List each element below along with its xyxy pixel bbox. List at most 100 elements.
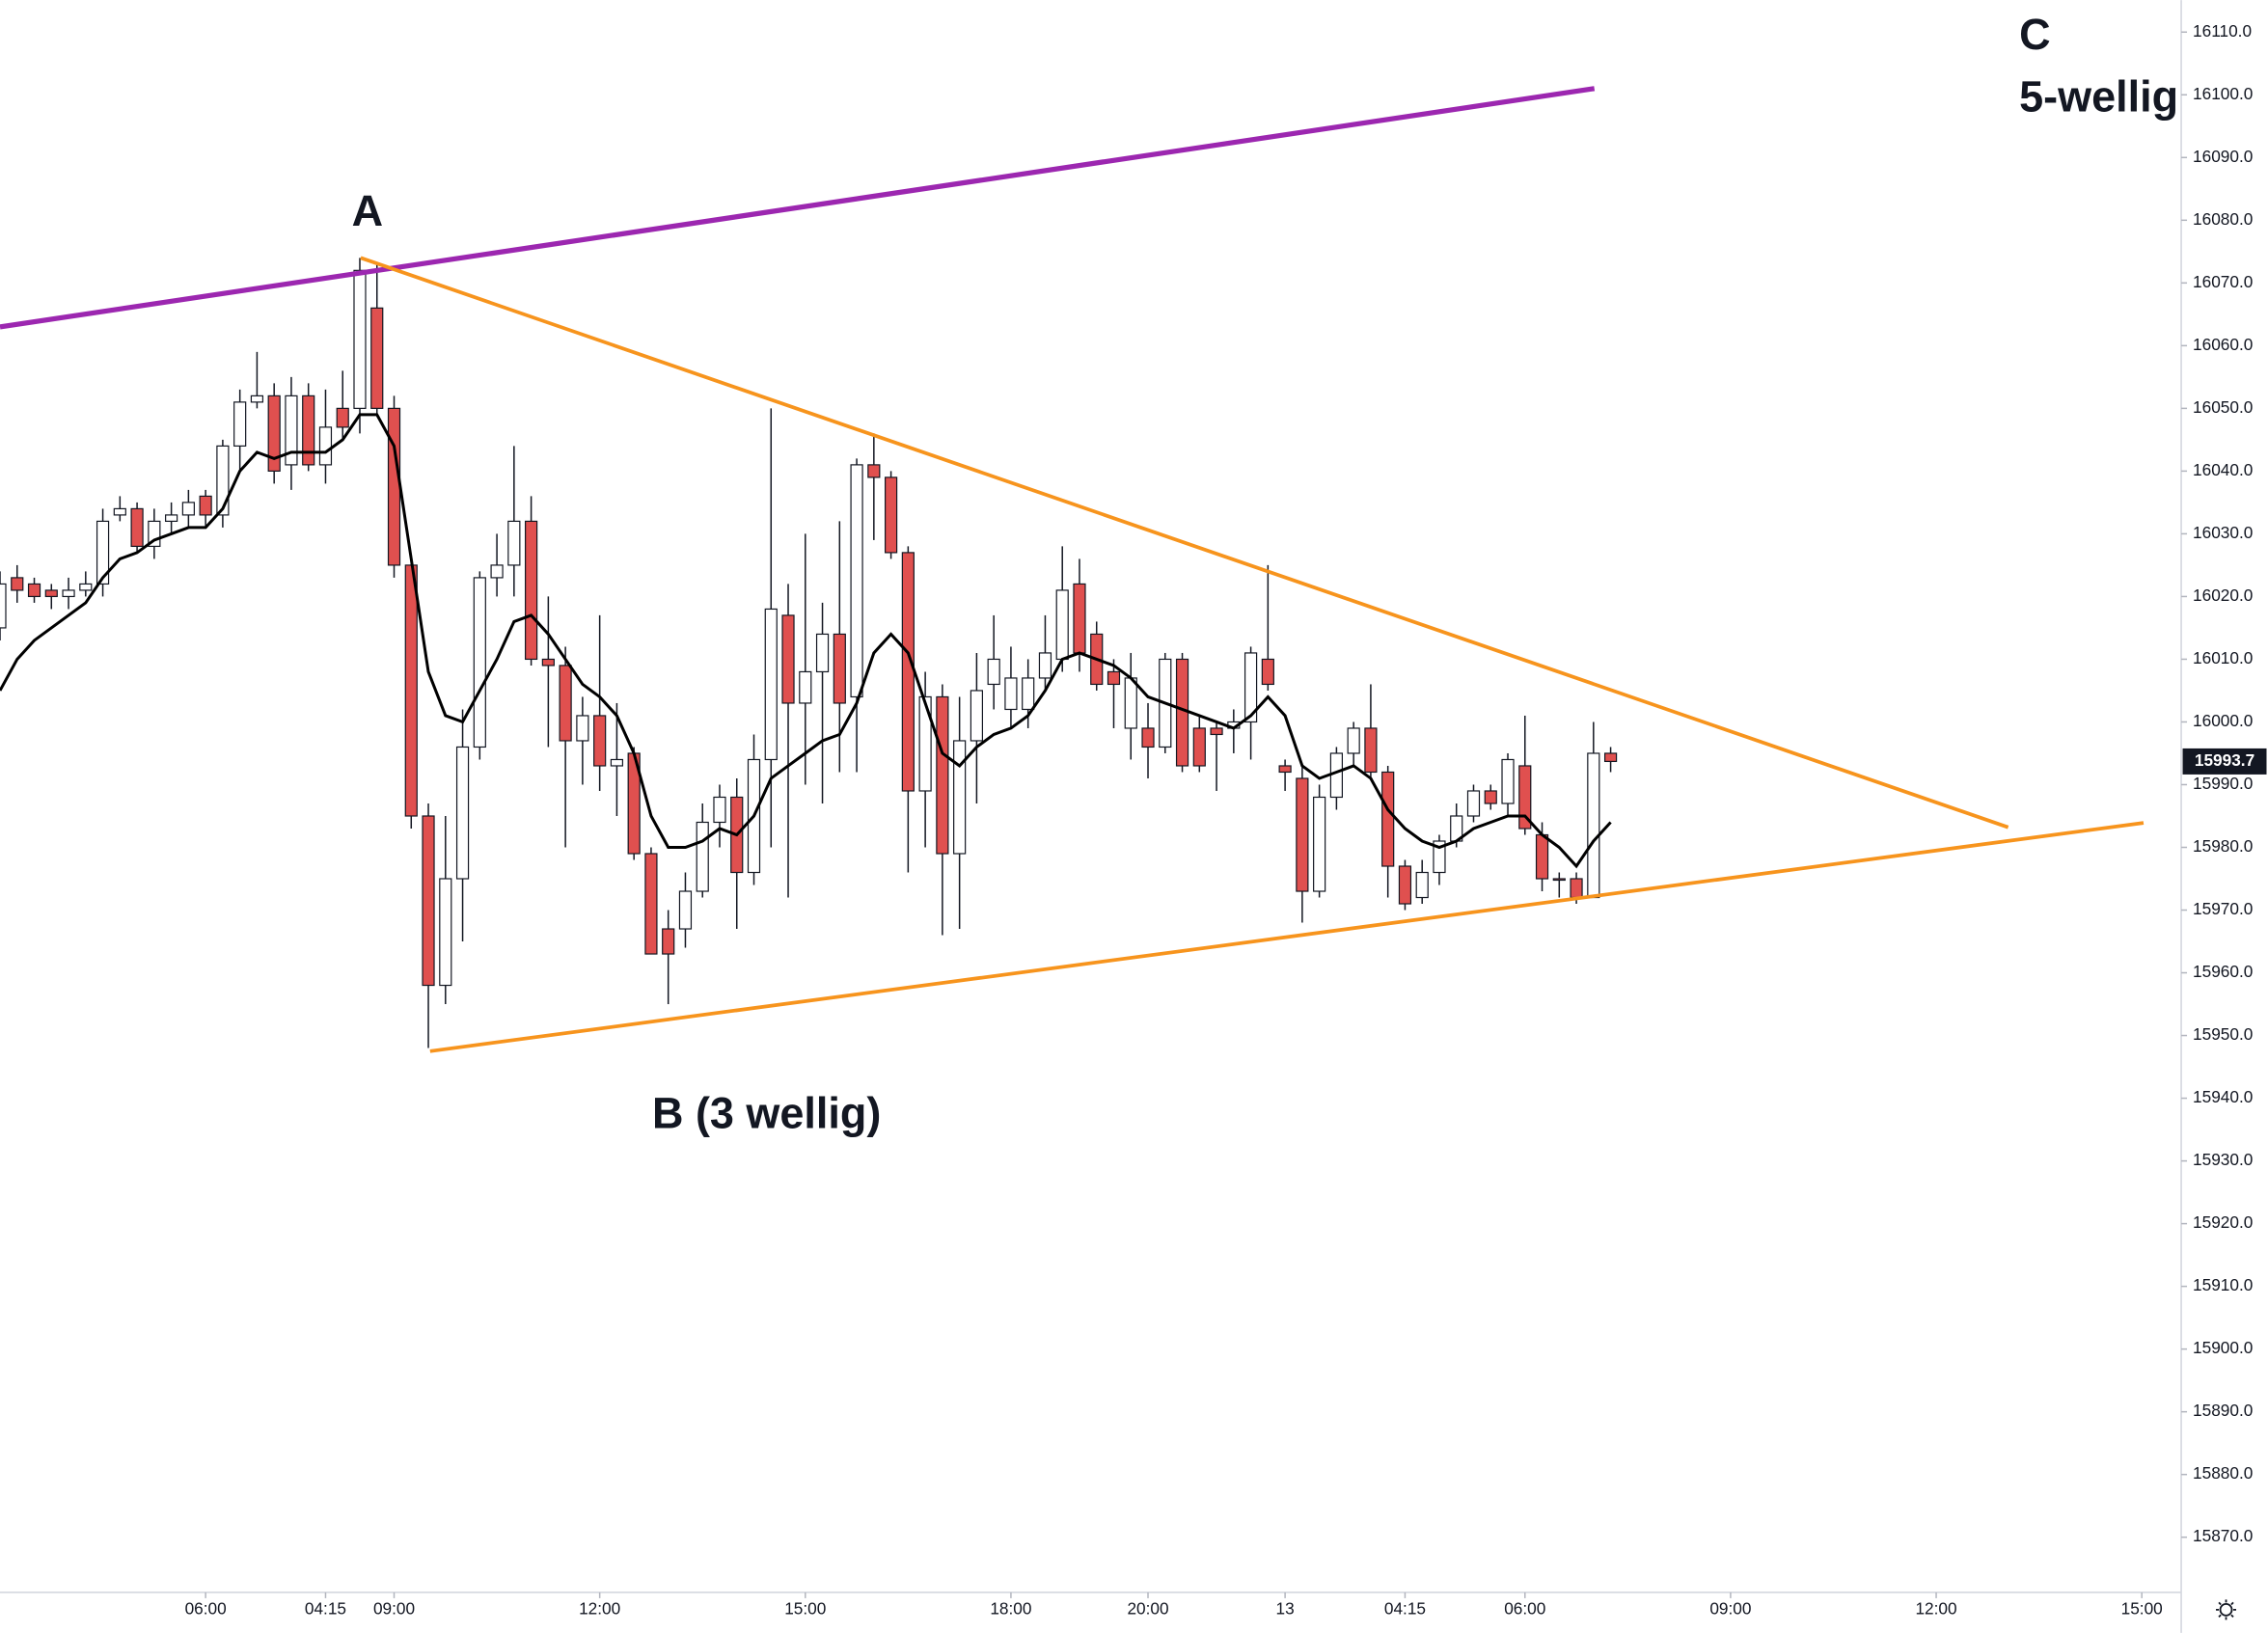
candle-body: [1107, 670, 1121, 686]
candle-body: [370, 307, 384, 409]
candle-body: [1313, 796, 1326, 892]
candle-body: [1175, 658, 1189, 767]
candle-body: [1124, 677, 1137, 729]
candle-body: [27, 583, 41, 598]
x-tick-label: 13: [1276, 1598, 1295, 1618]
x-tick-label: 06:00: [185, 1598, 227, 1618]
candle-body: [148, 520, 161, 548]
candle-body: [901, 552, 915, 792]
candle-body: [1210, 727, 1223, 736]
candle-body: [1022, 677, 1035, 711]
y-tick-label: 16010.0: [2193, 648, 2253, 667]
candle-body: [953, 740, 967, 855]
y-tick-label: 15910.0: [2193, 1275, 2253, 1294]
y-tick-label: 15900.0: [2193, 1338, 2253, 1357]
y-tick-label: 16080.0: [2193, 209, 2253, 229]
candle-body: [1141, 727, 1155, 748]
candle-body: [850, 464, 863, 698]
candle-body: [1603, 752, 1618, 763]
moving-average: [0, 413, 1612, 869]
candle-body: [1587, 752, 1600, 899]
candle-body: [79, 583, 93, 591]
candle-body: [455, 746, 470, 880]
y-tick-label: 16020.0: [2193, 585, 2253, 605]
y-tick-label: 16110.0: [2193, 21, 2252, 41]
x-tick-label: 09:00: [1709, 1598, 1751, 1618]
candle-body: [113, 507, 126, 516]
candle-body: [593, 715, 607, 767]
candle-body: [815, 633, 830, 673]
y-tick-label: 16030.0: [2193, 523, 2253, 542]
candle-body: [404, 564, 418, 817]
last-price-box: [2182, 748, 2267, 775]
y-tick-label: 15970.0: [2193, 899, 2253, 918]
candle-body: [764, 608, 778, 761]
candle-body: [936, 695, 949, 855]
candle-body: [1518, 765, 1532, 830]
y-tick-label: 15960.0: [2193, 962, 2253, 981]
candle-body: [1501, 758, 1515, 804]
candle-body: [11, 577, 24, 591]
candle-body: [387, 407, 401, 566]
candle-body: [473, 577, 486, 748]
gear-ring: [2219, 1603, 2233, 1617]
candle-body: [970, 690, 984, 742]
candle-body: [576, 715, 589, 742]
x-tick-label: 04:15: [1384, 1598, 1426, 1618]
x-tick-label: 12:00: [579, 1598, 620, 1618]
candle-body: [1038, 652, 1052, 679]
candle-body: [250, 395, 264, 403]
candle-body: [1261, 658, 1274, 686]
y-tick-label: 15940.0: [2193, 1087, 2253, 1106]
plot-area: [0, 86, 2145, 1053]
y-tick-label: 16040.0: [2193, 460, 2253, 479]
candle-body: [525, 520, 538, 661]
candle-body: [1466, 790, 1481, 817]
x-tick-label: 04:15: [305, 1598, 346, 1618]
candle-body: [1570, 878, 1583, 899]
candle-body: [507, 520, 521, 566]
candle-body: [490, 564, 504, 579]
x-tick-label: 15:00: [2121, 1598, 2163, 1618]
wave-label: C: [2019, 10, 2050, 59]
candle-body: [1398, 865, 1412, 905]
y-tick-label: 15930.0: [2193, 1150, 2253, 1169]
candle-body: [1433, 840, 1446, 874]
x-tick-label: 09:00: [373, 1598, 415, 1618]
wave-label: A: [352, 186, 383, 235]
candle-body: [96, 520, 110, 585]
y-tick-label: 16070.0: [2193, 272, 2253, 291]
wave-label: 5-wellig: [2019, 72, 2178, 122]
candle-body: [987, 658, 1000, 686]
candle-body: [318, 426, 333, 466]
candle-body: [541, 658, 555, 667]
candle-body: [713, 796, 726, 824]
candle-body: [644, 853, 658, 955]
candle-body: [1415, 871, 1429, 899]
y-tick-label: 15880.0: [2193, 1463, 2253, 1483]
candle-body: [678, 890, 693, 930]
wave-label: B (3 wellig): [652, 1089, 881, 1138]
x-tick-label: 06:00: [1504, 1598, 1545, 1618]
candle-body: [0, 583, 7, 629]
trendline: [360, 256, 2009, 830]
candle-body: [302, 395, 315, 466]
candle-body: [833, 633, 846, 704]
candle-body: [285, 395, 298, 466]
candle-body: [353, 269, 367, 409]
settings-icon[interactable]: [2216, 1599, 2237, 1620]
y-tick-label: 16100.0: [2193, 84, 2253, 103]
candle-body: [1073, 583, 1086, 654]
candle-body: [1329, 752, 1343, 799]
candle-body: [918, 695, 932, 792]
candle-body: [62, 589, 75, 598]
candle-body: [799, 670, 812, 704]
y-tick-label: 16060.0: [2193, 335, 2253, 354]
candle-body: [1243, 652, 1258, 723]
candle-body: [1484, 790, 1497, 804]
candle-body: [422, 815, 435, 987]
candle-body: [216, 445, 230, 516]
candle-body: [696, 821, 709, 892]
